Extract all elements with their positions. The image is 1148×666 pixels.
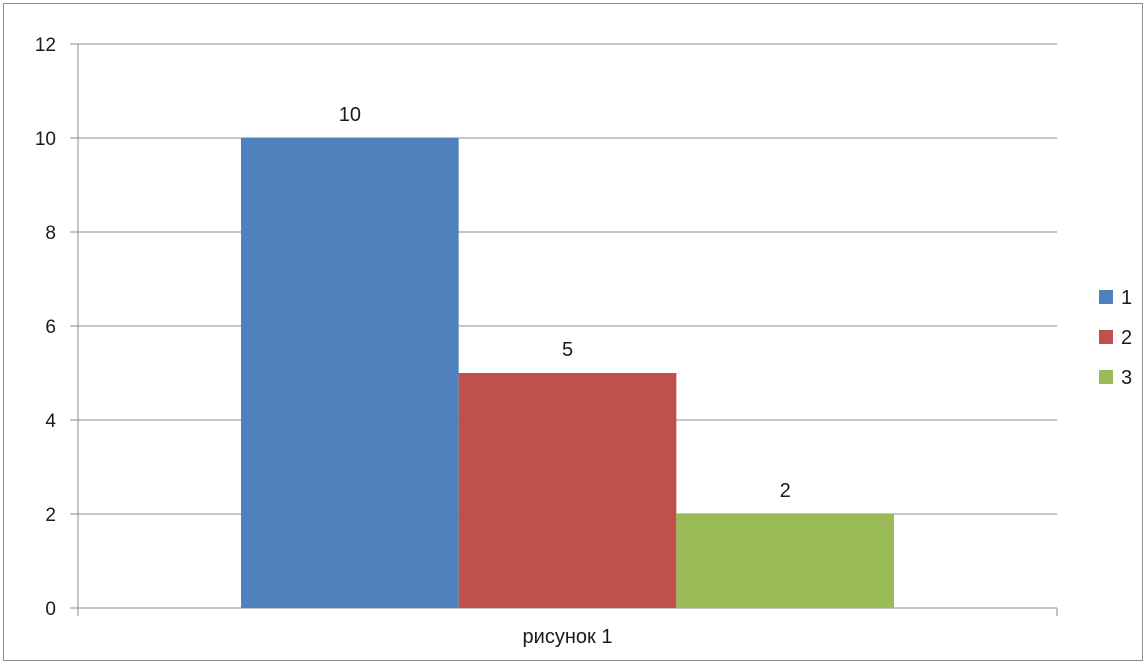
bar-series-2 [458,373,677,608]
legend-label-2: 2 [1121,327,1132,349]
legend-swatch-1 [1099,290,1113,304]
y-tick-label: 8 [45,223,56,244]
data-labels: 10 5 2 [339,104,791,502]
bar-series-3 [676,514,894,608]
x-category-label: рисунок 1 [523,626,613,648]
legend-swatch-2 [1099,330,1113,344]
data-label: 5 [562,339,573,361]
y-tick-label: 0 [45,599,56,620]
legend-label-1: 1 [1121,287,1132,309]
y-tick-label: 2 [45,505,56,526]
bar-series-1 [241,138,459,608]
y-tick-label: 6 [45,317,56,338]
data-label: 10 [339,104,361,126]
y-tick-label: 10 [35,129,56,150]
y-tick-label: 4 [45,411,56,432]
legend-swatch-3 [1099,370,1113,384]
data-label: 2 [780,480,791,502]
y-tick-label: 12 [35,35,56,56]
legend-label-3: 3 [1121,367,1132,389]
bars [241,138,894,608]
legend: 1 2 3 [1099,287,1132,389]
